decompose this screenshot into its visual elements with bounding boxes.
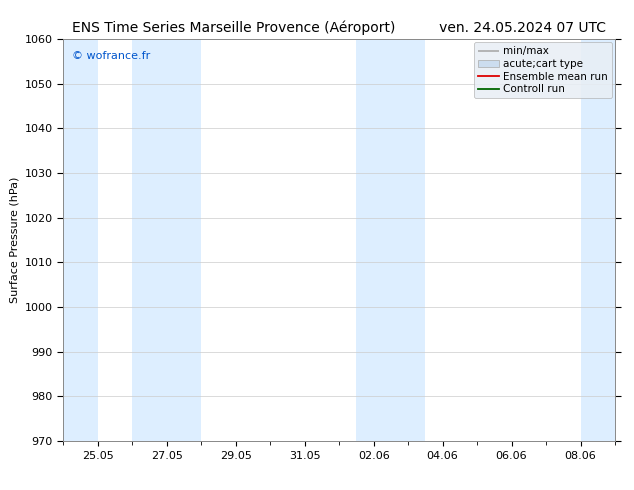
Bar [581, 39, 615, 441]
Y-axis label: Surface Pressure (hPa): Surface Pressure (hPa) [10, 177, 19, 303]
Bar [133, 39, 202, 441]
Text: © wofrance.fr: © wofrance.fr [72, 51, 150, 61]
Title: ENS Time Series Marseille Provence (Aéroport)          ven. 24.05.2024 07 UTC: ENS Time Series Marseille Provence (Aéro… [72, 21, 606, 35]
Bar [356, 39, 425, 441]
Legend: min/max, acute;cart type, Ensemble mean run, Controll run: min/max, acute;cart type, Ensemble mean … [474, 42, 612, 98]
Bar [63, 39, 98, 441]
